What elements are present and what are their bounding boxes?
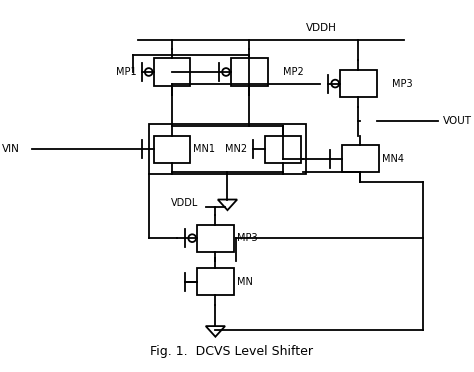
Bar <box>149 124 306 174</box>
Text: MP1: MP1 <box>116 67 136 77</box>
Bar <box>342 145 379 173</box>
Text: MN: MN <box>237 277 253 287</box>
Text: VIN: VIN <box>2 144 20 154</box>
Text: VDDH: VDDH <box>306 23 337 33</box>
Text: VDDL: VDDL <box>171 198 198 208</box>
Text: Fig. 1.  DCVS Level Shifter: Fig. 1. DCVS Level Shifter <box>150 345 313 358</box>
Text: VOUT: VOUT <box>442 116 472 126</box>
Bar <box>231 58 267 86</box>
Text: MP2: MP2 <box>283 67 304 77</box>
Bar <box>154 136 190 163</box>
Bar <box>264 136 301 163</box>
Bar <box>197 225 234 252</box>
Text: MP3: MP3 <box>237 233 257 243</box>
Bar <box>340 70 377 97</box>
Text: MP3: MP3 <box>392 78 413 89</box>
Text: MN4: MN4 <box>382 154 403 164</box>
Text: MN1: MN1 <box>193 144 215 154</box>
Bar <box>197 268 234 295</box>
Bar <box>154 58 190 86</box>
Text: MN2: MN2 <box>225 144 247 154</box>
